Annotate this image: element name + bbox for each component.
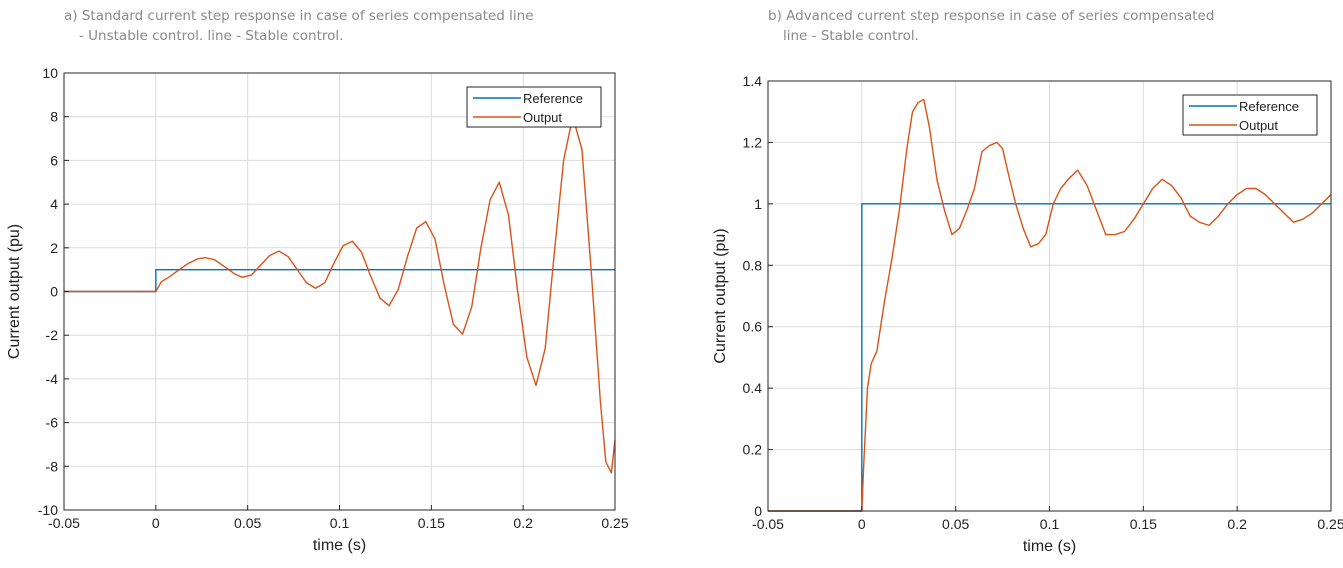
y-tick-label: 2 [50,240,58,256]
chart-b-y-axis-label: Current output (pu) [712,228,729,363]
y-tick-label: -4 [46,371,59,387]
chart-a-subtitle: - Unstable control. line - Stable contro… [79,28,344,44]
legend-box [466,86,602,128]
chart-a-caption: a) Standard current step response in cas… [64,6,664,46]
x-tick-label: 0.25 [601,515,628,531]
chart-b-grid [767,80,1332,512]
y-tick-label: 0.6 [743,319,763,335]
legend-label-output: Output [523,110,562,125]
chart-a: -0.05 0 0.05 0.1 0.15 0.2 0.25 -10 -8 -6 -4 -2 0 2 4 6 8… [6,65,629,554]
chart-a-series-output-line [64,116,616,474]
y-tick-label: 1 [754,196,762,212]
legend-label-reference: Reference [1239,99,1299,114]
x-tick-label: 0.2 [1227,516,1247,532]
chart-a-x-axis-label: time (s) [313,537,366,554]
chart-b-x-axis-label: time (s) [1023,538,1076,555]
x-tick-label: 0.15 [1130,516,1157,532]
x-tick-label: 0.05 [942,516,969,532]
x-tick-label: 0 [152,515,160,531]
y-tick-label: 10 [42,65,58,81]
y-tick-label: 1.2 [743,134,763,150]
x-tick-label: 0.05 [234,515,261,531]
x-tick-label: 0.15 [418,515,445,531]
y-tick-label: -10 [38,502,58,518]
legend-label-output: Output [1239,118,1278,133]
chart-b-series-output-line [768,98,1332,512]
x-tick-label: -0.05 [48,515,80,531]
chart-b-title: b) Advanced current step response in cas… [768,8,1215,24]
y-tick-label: 0 [754,503,762,519]
y-tick-label: -2 [46,327,59,343]
y-tick-label: 8 [50,109,58,125]
y-tick-label: -6 [46,415,59,431]
y-tick-label: -8 [46,458,59,474]
legend-box [1182,94,1318,136]
x-tick-label: 0.2 [513,515,533,531]
y-tick-label: 0.4 [743,380,763,396]
y-tick-label: 4 [50,196,58,212]
y-tick-label: 0.2 [743,442,763,458]
chart-b-caption: b) Advanced current step response in cas… [768,6,1328,46]
x-tick-label: 0.1 [330,515,350,531]
chart-a-legend: Reference Output [466,86,602,128]
chart-a-title: a) Standard current step response in cas… [64,8,534,24]
chart-b-subtitle: line - Stable control. [783,28,919,44]
chart-b: -0.05 0 0.05 0.1 0.15 0.2 0.2500.20.40.60.811.… [712,73,1343,555]
x-tick-label: -0.05 [752,516,784,532]
chart-a-y-axis-label: Current output (pu) [6,224,23,359]
chart-b-legend: Reference Output [1182,94,1318,136]
y-tick-label: 1.4 [743,73,763,89]
y-tick-label: 0 [50,284,58,300]
legend-label-reference: Reference [523,91,583,106]
y-tick-label: 6 [50,152,58,168]
x-tick-label: 0.25 [1317,516,1343,532]
y-tick-label: 0.8 [743,257,763,273]
x-tick-label: 0 [858,516,866,532]
x-tick-label: 0.1 [1040,516,1060,532]
